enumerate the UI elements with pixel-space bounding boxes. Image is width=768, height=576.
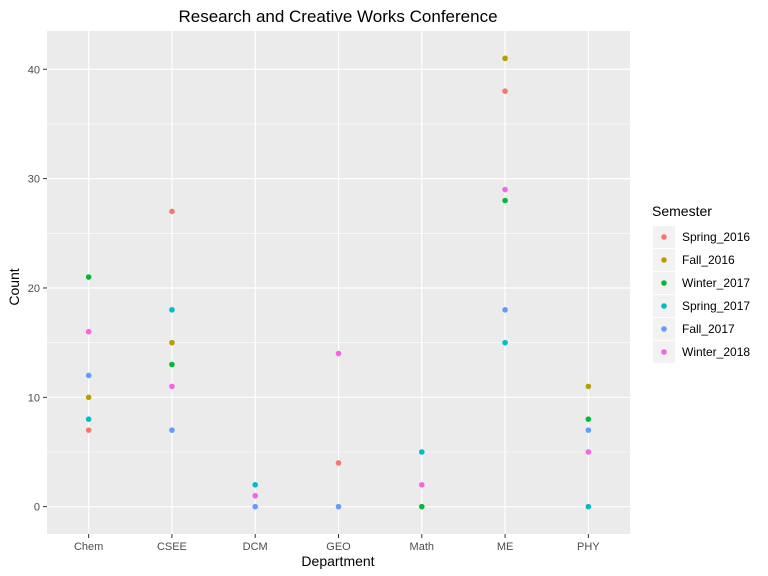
data-point <box>502 55 508 62</box>
x-tick-label: PHY <box>577 541 600 553</box>
legend-label: Spring_2016 <box>682 230 750 244</box>
x-axis-title: Department <box>301 553 374 569</box>
legend-title: Semester <box>652 203 712 219</box>
data-point <box>418 481 425 488</box>
data-point <box>502 197 508 204</box>
data-point <box>169 307 175 313</box>
data-point <box>418 449 425 455</box>
y-axis-title: Count <box>6 268 22 305</box>
y-tick-label: 20 <box>28 283 40 295</box>
legend-swatch <box>661 303 667 309</box>
grid-major <box>47 31 630 534</box>
y-tick-label: 10 <box>28 392 40 404</box>
legend-label: Fall_2016 <box>682 253 735 267</box>
x-axis-ticks: Chem CSEE DCM GEO Math ME PHY <box>74 534 600 553</box>
data-point <box>85 416 92 422</box>
y-tick-label: 0 <box>34 502 40 514</box>
data-point <box>418 503 425 510</box>
data-point <box>502 307 508 313</box>
data-points <box>85 55 592 510</box>
x-tick-label: DCM <box>243 541 268 553</box>
legend-label: Winter_2017 <box>682 276 750 290</box>
data-point <box>502 186 508 193</box>
legend-swatch <box>661 349 667 355</box>
data-point <box>252 481 259 488</box>
legend-label: Fall_2017 <box>682 322 735 336</box>
data-point <box>585 503 592 510</box>
x-tick-label: Math <box>410 541 434 553</box>
data-point <box>169 361 175 368</box>
data-point <box>335 503 342 510</box>
legend-swatch <box>661 257 667 263</box>
data-point <box>85 427 92 433</box>
x-tick-label: CSEE <box>157 541 187 553</box>
chart-title: Research and Creative Works Conference <box>178 7 497 26</box>
y-tick-label: 30 <box>28 174 40 186</box>
data-point <box>335 350 342 357</box>
data-point <box>169 339 175 346</box>
data-point <box>502 339 508 346</box>
data-point <box>169 208 175 215</box>
data-point <box>252 503 259 510</box>
x-tick-label: Chem <box>74 541 103 553</box>
data-point <box>85 394 92 401</box>
legend-label: Spring_2017 <box>682 299 750 313</box>
data-point <box>85 328 92 335</box>
data-point <box>252 492 259 499</box>
y-tick-label: 40 <box>28 64 40 76</box>
legend: Semester Spring_2016 Fall_2016 Winter_2017… <box>652 203 750 363</box>
data-point <box>169 383 175 390</box>
x-tick-label: ME <box>497 541 514 553</box>
legend-swatch <box>661 234 667 240</box>
data-point <box>85 274 92 280</box>
y-axis-ticks: 0 10 20 30 40 <box>28 64 47 514</box>
data-point <box>85 372 92 379</box>
legend-swatch <box>661 280 667 286</box>
data-point <box>585 449 592 455</box>
x-tick-label: GEO <box>326 541 351 553</box>
data-point <box>585 416 592 422</box>
data-point <box>502 88 508 94</box>
legend-label: Winter_2018 <box>682 345 750 359</box>
data-point <box>335 460 342 466</box>
data-point <box>585 427 592 433</box>
data-point <box>585 383 592 390</box>
legend-swatch <box>661 326 667 332</box>
data-point <box>169 427 175 433</box>
